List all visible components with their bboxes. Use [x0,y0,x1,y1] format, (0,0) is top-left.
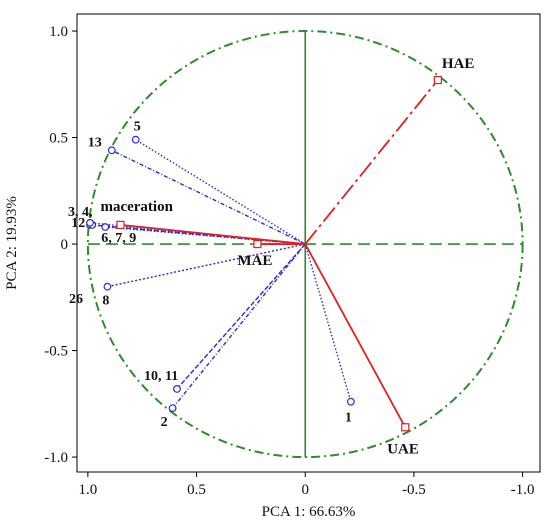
method-point [253,239,262,249]
method-point [401,423,410,432]
x-tick-label: 1.0 [78,482,97,498]
x-axis-title: PCA 1: 66.63% [262,504,356,520]
variable-label: 13 [88,135,102,150]
variable-point [131,135,140,144]
method-point [433,75,442,85]
variable-label: 2 [161,415,168,430]
y-tick-label: -1.0 [44,450,68,466]
x-tick-label: -1.0 [511,482,535,498]
method-label: HAE [442,56,475,72]
variable-label: 12 [71,216,85,231]
y-tick-label: 0 [61,237,69,253]
variable-vector [135,139,306,245]
variable-label: 3, 4, [68,205,93,220]
variable-point [101,223,110,231]
method-vector [304,79,439,245]
method-label: UAE [387,441,419,457]
y-tick-label: 1.0 [49,24,68,40]
variable-vector [304,243,352,402]
variable-point [107,146,116,155]
method-vector [304,243,407,428]
variable-label: 6, 7, 9 [101,231,136,246]
y-tick-label: 0.5 [49,131,68,147]
variable-label: 10, 11 [144,369,178,384]
variable-vector [176,243,306,390]
plot-frame [76,13,541,473]
variable-vector [107,243,306,288]
method-point [116,220,125,229]
method-label: MAE [237,253,272,269]
method-vector [120,223,306,245]
variable-point [86,218,94,227]
y-axis-title: PCA 2: 19.93% [4,196,20,290]
variable-label: 5 [134,120,141,135]
x-tick-label: 0.5 [187,482,206,498]
x-tick-label: -0.5 [402,482,426,498]
variable-point [173,385,181,393]
variable-label: 26 [69,292,83,307]
variable-label: 8 [102,294,109,309]
y-tick-label: -0.5 [44,344,68,360]
variable-point [103,282,112,291]
method-label: maceration [100,199,173,215]
variable-label: 1 [345,411,352,426]
x-tick-label: 0 [301,482,309,498]
variable-point [168,404,177,412]
variable-point [346,397,355,406]
variable-vector [172,243,306,409]
